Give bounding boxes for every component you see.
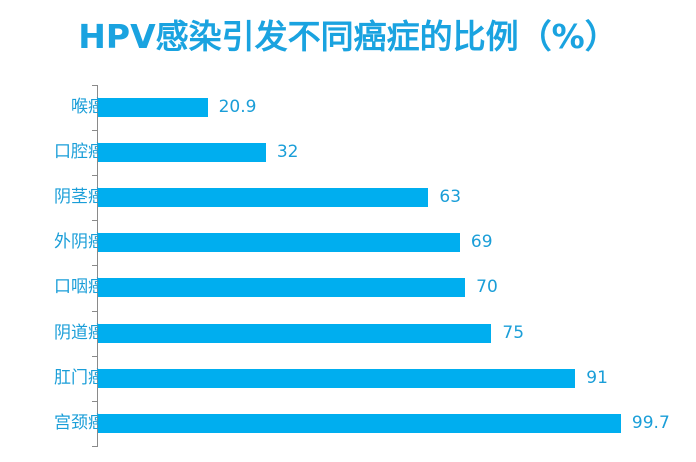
value-label: 32 <box>276 142 299 163</box>
bar <box>98 413 621 433</box>
value-label: 75 <box>502 322 525 343</box>
category-label: 外阴癌 <box>54 232 105 253</box>
category-label: 肛门癌 <box>54 367 105 388</box>
axis-tick <box>92 265 98 267</box>
bar-row: 外阴癌 69 <box>0 220 696 265</box>
value-label: 99.7 <box>631 412 670 433</box>
category-label: 阴道癌 <box>54 322 105 343</box>
bar <box>98 233 460 253</box>
bar-row: 口腔癌 32 <box>0 130 696 175</box>
axis-tick <box>92 400 98 402</box>
category-label: 宫颈癌 <box>54 412 105 433</box>
bar-row: 肛门癌 91 <box>0 356 696 401</box>
axis-tick <box>92 175 98 177</box>
value-label: 70 <box>476 277 498 298</box>
axis-tick <box>92 445 98 447</box>
bar-row: 宫颈癌 99.7 <box>0 401 696 446</box>
bar-row: 口咽癌 70 <box>0 265 696 310</box>
value-label: 91 <box>586 367 608 388</box>
bar-row: 阴道癌 75 <box>0 311 696 356</box>
bar-row: 阴茎癌 63 <box>0 175 696 220</box>
category-label: 口腔癌 <box>54 142 105 163</box>
bar <box>98 188 429 208</box>
value-label: 63 <box>439 187 462 208</box>
chart-title: HPV感染引发不同癌症的比例（%） <box>78 17 618 56</box>
bar <box>98 323 492 343</box>
axis-tick <box>92 130 98 132</box>
category-label: 喉癌 <box>71 97 105 117</box>
bar <box>98 278 466 298</box>
bar <box>98 98 208 117</box>
value-label: 69 <box>470 232 493 253</box>
category-label: 阴茎癌 <box>54 187 105 208</box>
axis-tick <box>92 85 98 86</box>
bar <box>98 143 266 163</box>
category-label: 口咽癌 <box>54 277 105 298</box>
bar <box>98 368 576 388</box>
axis-tick <box>92 355 98 357</box>
axis-tick <box>92 310 98 312</box>
axis-tick <box>92 220 98 222</box>
value-label: 20.9 <box>218 97 257 117</box>
bar-row: 喉癌 20.9 <box>0 85 696 130</box>
